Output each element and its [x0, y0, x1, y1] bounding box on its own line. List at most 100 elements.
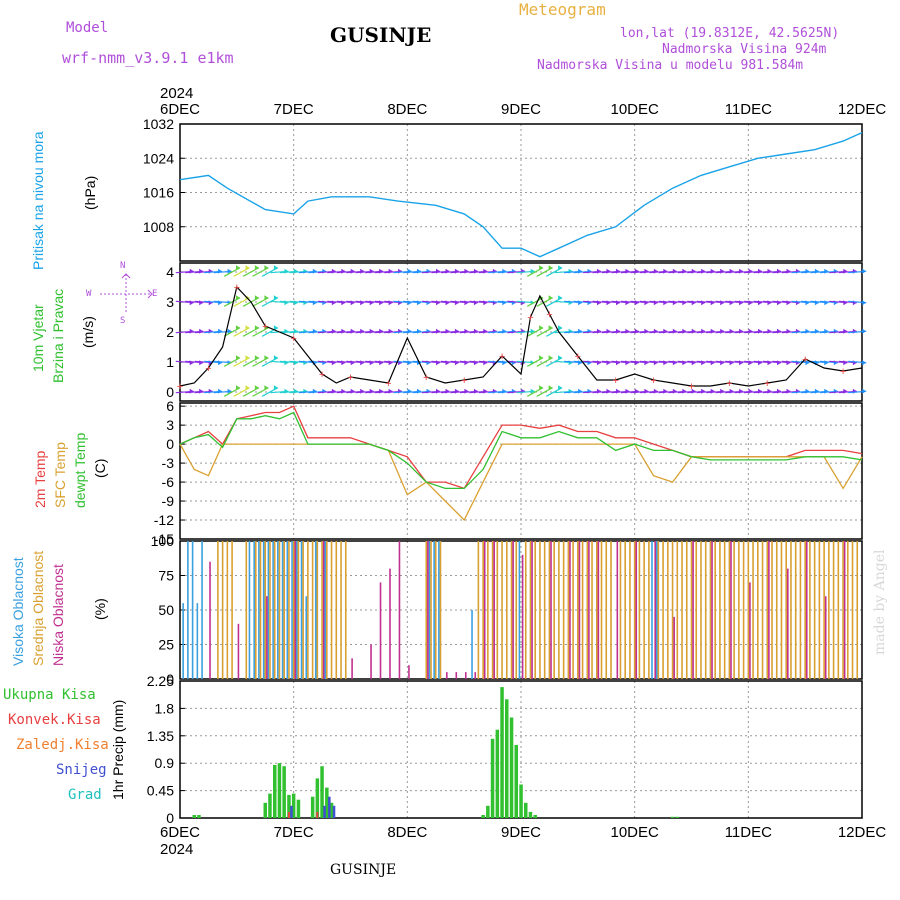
wind-gust-marker: + [234, 282, 240, 294]
x-tick-label-bottom: 10DEC [610, 824, 659, 841]
wind-arrowhead [189, 360, 194, 366]
wind-arrowhead [303, 300, 308, 306]
precip-snow-bar [332, 805, 336, 818]
wind-arrowhead [199, 360, 204, 366]
wind-arrowhead [350, 268, 355, 274]
wind-arrowhead [795, 360, 800, 366]
y-tick-label: 50 [158, 602, 174, 618]
x-tick-label-bottom: 8DEC [387, 824, 427, 841]
y-tick-label: 2 [166, 324, 174, 340]
wind-arrowhead [350, 300, 355, 306]
precip-total-bar [263, 802, 267, 818]
wind-arrowhead [445, 360, 450, 366]
wind-arrowhead [578, 328, 583, 334]
wind-arrowhead [597, 328, 601, 334]
sfc-temp-line [179, 443, 863, 522]
wind-arrowhead [843, 328, 848, 334]
y-tick-label: 6 [166, 398, 174, 414]
wind-arrowhead [587, 388, 592, 394]
wind-arrowhead [273, 385, 278, 391]
wind-arrowhead [682, 360, 687, 366]
model-label: Model [66, 20, 109, 36]
wind-arrowhead [521, 300, 526, 306]
wind-arrowhead [436, 360, 440, 366]
wind-arrowhead [729, 300, 734, 306]
wind-arrowhead [454, 268, 459, 274]
precip-total-bar [325, 787, 329, 818]
wind-arrowhead [824, 300, 829, 306]
wind-arrowhead [748, 328, 753, 334]
wind-arrowhead [748, 268, 753, 274]
x-tick-label-top: 10DEC [610, 101, 659, 118]
wind-arrowhead [236, 325, 240, 331]
wind-arrowhead [284, 300, 289, 306]
panel-frame [179, 540, 863, 680]
wind-arrowhead [454, 328, 459, 334]
wind-arrowhead [558, 355, 563, 361]
wind-arrowhead [464, 300, 469, 306]
wind-arrowhead [341, 328, 346, 334]
wind-arrowhead [492, 328, 497, 334]
wind-arrowhead [587, 360, 592, 366]
x-tick-label-bottom: 6DEC [160, 824, 200, 841]
wind-arrowhead [720, 388, 725, 394]
wind-arrowhead [445, 300, 450, 306]
wind-arrowhead [616, 328, 620, 334]
wind-arrowhead [264, 265, 269, 271]
wind-arrowhead [322, 268, 327, 274]
pressure-panel: 1032 1024 1016 1008 [143, 116, 863, 262]
wind-arrowhead [273, 325, 278, 331]
wind-arrowhead [273, 355, 278, 361]
wind-arrowhead [426, 388, 431, 394]
wind-arrowhead [322, 328, 327, 334]
y-tick-label: -3 [162, 455, 175, 471]
wind-arrowhead [606, 268, 611, 274]
wind-arrowhead [568, 360, 573, 366]
wind-arrowhead [341, 388, 346, 394]
precip-conv-bar [316, 811, 319, 818]
x-tick-label-top: 12DEC [838, 101, 887, 118]
wind-arrowhead [360, 360, 365, 366]
wind-arrowhead [777, 388, 781, 394]
wind-arrowhead [843, 268, 848, 274]
altitude-label: Nadmorska Visina 924m [662, 42, 827, 57]
precip-total-bar [490, 738, 495, 818]
y-tick-label: 0.45 [147, 783, 174, 799]
y-tick-label: 0 [166, 384, 174, 400]
wind-arrowhead [464, 328, 469, 334]
y-tick-label: 3 [166, 417, 174, 433]
wind-arrowhead [814, 300, 819, 306]
wind-arrowhead [189, 300, 194, 306]
wind-arrowhead [436, 300, 440, 306]
wind-arrowhead [398, 268, 403, 274]
wind-gust-marker: + [840, 366, 846, 378]
wind-arrowhead [227, 388, 232, 394]
wind-arrowhead [663, 300, 668, 306]
wind-arrowhead [558, 325, 563, 331]
precip-frz-label: Zaledj.Kisa [16, 737, 109, 753]
wind-arrowhead [199, 328, 204, 334]
wind-arrowhead [587, 300, 592, 306]
meteogram-label: Meteogram [519, 0, 606, 19]
y-tick-label: 1.35 [147, 728, 174, 744]
wind-arrowhead [360, 388, 365, 394]
chart-title: GUSINJE [330, 23, 432, 47]
wind-arrowhead [293, 300, 298, 306]
precip-total-bar [500, 687, 504, 818]
precip-total-bar [320, 766, 324, 818]
wind-arrowhead [587, 268, 592, 274]
wind-arrowhead [218, 300, 223, 306]
model-altitude-label: Nadmorska Visina u modelu 981.584m [537, 58, 804, 73]
wind-arrowhead [208, 268, 213, 274]
wind-arrowhead [852, 388, 857, 394]
wind-arrowhead [739, 268, 744, 274]
wind-arrowhead [862, 388, 867, 394]
y-tick-label: 25 [158, 637, 174, 653]
wind-gust-marker: + [527, 312, 533, 324]
compass-w: W [86, 289, 92, 299]
wind-arrowhead [521, 328, 526, 334]
wind-arrowhead [312, 388, 317, 394]
wind-arrowhead [786, 328, 791, 334]
wind-arrowhead [710, 300, 715, 306]
wind-arrowhead [303, 328, 308, 334]
